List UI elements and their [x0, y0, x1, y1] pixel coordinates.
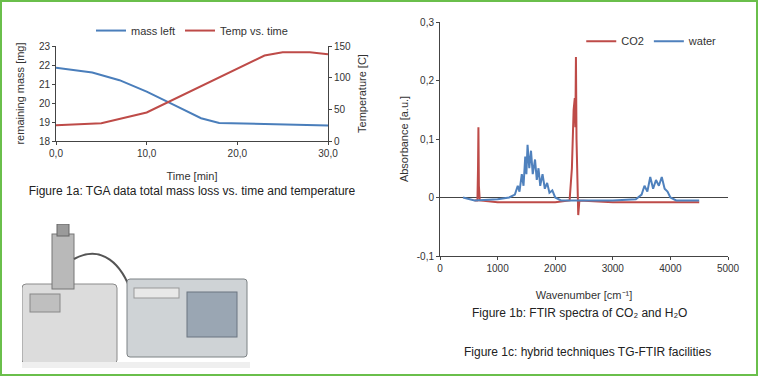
html-text:Figure 1a: TGA data total mass: Figure 1a: TGA data total mass loss vs. … — [28, 184, 356, 198]
svg-text:19: 19 — [39, 117, 51, 128]
svg-text:18: 18 — [39, 136, 51, 147]
svg-text:Time [min]: Time [min] — [167, 170, 218, 182]
svg-text:50: 50 — [334, 104, 346, 115]
svg-text:4000: 4000 — [659, 263, 682, 274]
svg-text:23: 23 — [39, 41, 51, 52]
svg-text:Absorbance [a.u.]: Absorbance [a.u.] — [398, 96, 410, 182]
svg-text:3000: 3000 — [602, 263, 625, 274]
svg-text:0,3: 0,3 — [420, 17, 434, 28]
svg-text:150: 150 — [334, 41, 351, 52]
html-text:Figure 1b: FTIR spectra of CO₂: Figure 1b: FTIR spectra of CO₂ and H₂O — [472, 306, 688, 320]
svg-text:21: 21 — [39, 79, 51, 90]
svg-text:100: 100 — [334, 72, 351, 83]
svg-text:water: water — [688, 35, 716, 47]
svg-text:10,0: 10,0 — [137, 148, 157, 159]
svg-text:-0,1: -0,1 — [417, 251, 435, 262]
svg-text:mass left: mass left — [131, 25, 175, 37]
svg-text:0,2: 0,2 — [420, 75, 434, 86]
svg-text:2000: 2000 — [544, 263, 567, 274]
svg-text:0,1: 0,1 — [420, 134, 434, 145]
svg-text:30,0: 30,0 — [318, 148, 338, 159]
svg-text:0,0: 0,0 — [49, 148, 63, 159]
svg-text:0: 0 — [428, 192, 434, 203]
svg-text:CO2: CO2 — [621, 35, 644, 47]
html-text:Figure 1c: hybrid techniques T: Figure 1c: hybrid techniques TG-FTIR fac… — [464, 345, 712, 359]
svg-text:5000: 5000 — [717, 263, 740, 274]
svg-text:20: 20 — [39, 98, 51, 109]
svg-text:0: 0 — [437, 263, 443, 274]
svg-text:20,0: 20,0 — [228, 148, 248, 159]
svg-text:remaining mass [mg]: remaining mass [mg] — [14, 42, 26, 144]
svg-text:22: 22 — [39, 60, 51, 71]
svg-text:Temp vs. time: Temp vs. time — [220, 25, 288, 37]
svg-text:1000: 1000 — [486, 263, 509, 274]
svg-text:0: 0 — [334, 136, 340, 147]
svg-text:Temperature [C]: Temperature [C] — [356, 54, 368, 133]
svg-text:Wavenumber [cm⁻¹]: Wavenumber [cm⁻¹] — [536, 289, 633, 301]
